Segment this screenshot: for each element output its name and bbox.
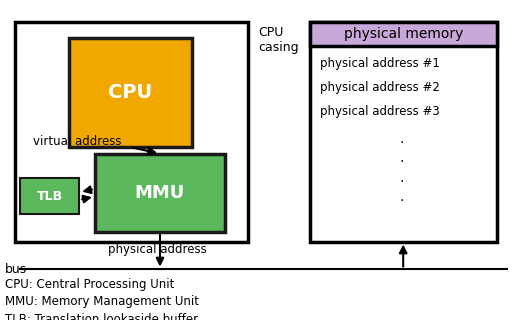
Text: CPU
casing: CPU casing	[259, 26, 299, 54]
Text: physical address #2: physical address #2	[320, 82, 440, 94]
Text: .: .	[400, 151, 404, 165]
Bar	[69, 38, 192, 147]
Text: physical memory: physical memory	[344, 28, 463, 41]
Text: CPU: CPU	[109, 83, 153, 102]
Bar	[95, 154, 225, 232]
Text: MMU: MMU	[135, 184, 185, 202]
Text: .: .	[400, 190, 404, 204]
Text: physical address #3: physical address #3	[320, 106, 440, 118]
Text: virtual address: virtual address	[33, 135, 122, 148]
Text: MMU: Memory Management Unit: MMU: Memory Management Unit	[5, 295, 199, 308]
Text: TLB: Translation lookaside buffer: TLB: Translation lookaside buffer	[5, 313, 198, 320]
Text: physical address: physical address	[108, 243, 206, 256]
Text: TLB: TLB	[37, 189, 63, 203]
Text: .: .	[400, 132, 404, 146]
Text: physical address #1: physical address #1	[320, 58, 440, 70]
Text: CPU: Central Processing Unit: CPU: Central Processing Unit	[5, 278, 175, 291]
Bar	[15, 22, 248, 242]
Bar	[310, 22, 497, 46]
Text: bus: bus	[5, 263, 27, 276]
Text: .: .	[400, 171, 404, 185]
Bar	[20, 178, 79, 214]
Bar	[310, 22, 497, 242]
